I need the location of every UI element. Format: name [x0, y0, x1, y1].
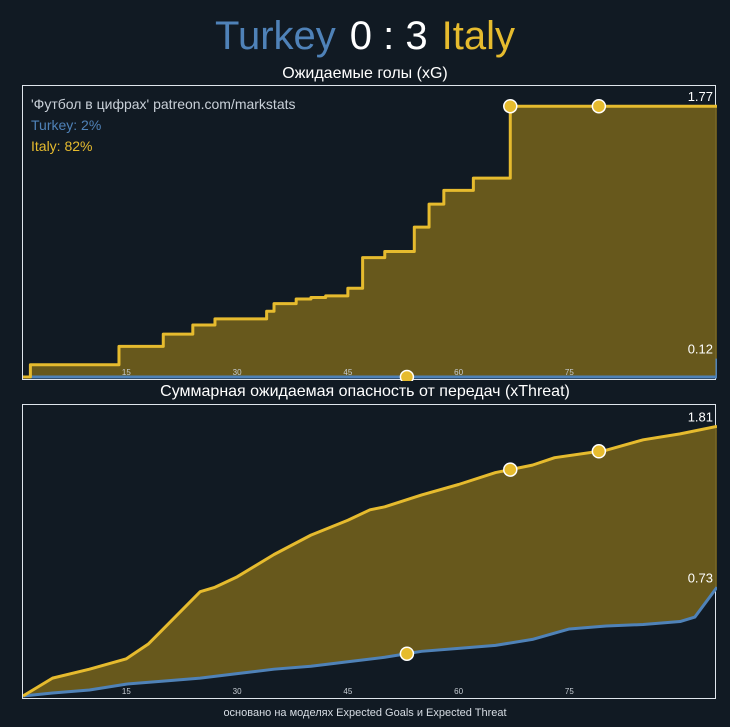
series-line-turkey: [23, 586, 717, 698]
xg-chart: 15 30 45 60 75 1.77 0.12 'Футбол в цифрах' pat…: [22, 85, 717, 381]
goal-marker: [503, 462, 518, 477]
goal-marker: [399, 646, 415, 661]
x-tick-label: 30: [233, 687, 242, 696]
end-value-label: 1.77: [688, 89, 713, 104]
match-headline: Turkey 0 : 3 Italy: [0, 12, 730, 60]
credit-text: 'Футбол в цифрах' patreon.com/markstats: [31, 96, 296, 112]
chart-legend: 'Футбол в цифрах' patreon.com/markstats …: [31, 94, 296, 157]
xg-chart-plot: 15 30 45 60 75 1.77 0.12: [23, 89, 717, 381]
x-tick-label: 45: [343, 687, 352, 696]
x-tick-label: 15: [122, 687, 131, 696]
footer-note: основано на моделях Expected Goals и Exp…: [223, 707, 507, 719]
x-tick-label: 30: [233, 368, 242, 377]
x-tick-label: 60: [454, 687, 463, 696]
match-score: 0 : 3: [349, 14, 428, 58]
home-team-name: Turkey: [215, 14, 336, 58]
x-tick-label: 45: [343, 368, 352, 377]
xthreat-chart-title: Суммарная ожидаемая опасность от передач…: [160, 383, 570, 400]
x-tick-label: 75: [565, 687, 574, 696]
end-value-label: 0.12: [688, 342, 713, 357]
fill-between-area: [23, 426, 717, 696]
away-team-name: Italy: [441, 14, 515, 58]
series-line-italy: [23, 104, 717, 379]
x-tick-label: 15: [122, 368, 131, 377]
goal-marker: [591, 98, 607, 114]
end-value-label: 0.73: [688, 570, 713, 585]
xthreat-chart: 15 30 45 60 75 1.81 0.73: [22, 404, 717, 699]
legend-away-probability: Italy: 82%: [31, 138, 93, 154]
x-tick-label: 75: [565, 368, 574, 377]
fill-between-area: [23, 106, 717, 377]
series-line-italy: [23, 424, 717, 698]
xthreat-chart-plot: 15 30 45 60 75 1.81 0.73: [23, 409, 717, 698]
legend-home-probability: Turkey: 2%: [31, 117, 102, 133]
goal-marker: [503, 98, 518, 114]
xg-chart-title: Ожидаемые голы (xG): [282, 65, 448, 82]
end-value-label: 1.81: [688, 409, 713, 424]
x-tick-label: 60: [454, 368, 463, 377]
goal-marker: [591, 444, 607, 459]
series-line-turkey: [23, 358, 717, 379]
goal-marker: [399, 369, 415, 381]
